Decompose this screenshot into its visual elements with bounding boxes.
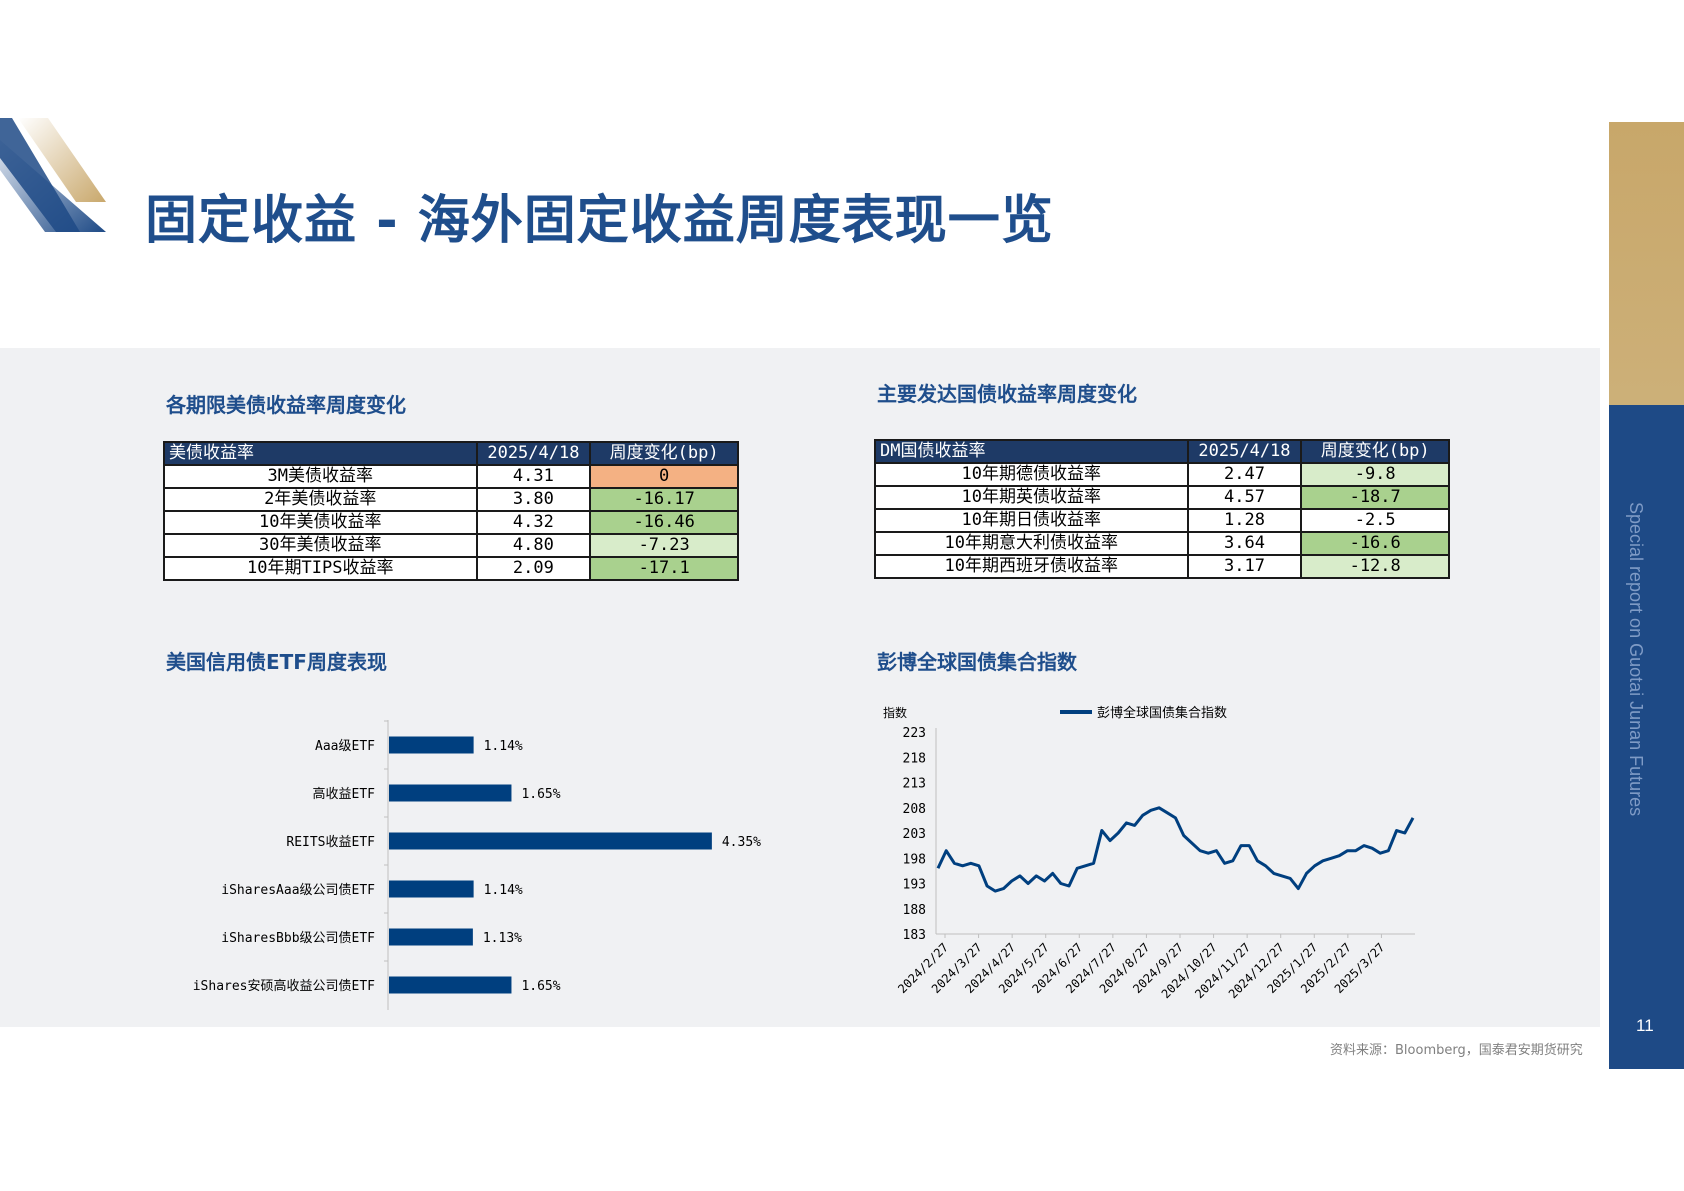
row-value: 3.17 — [1186, 554, 1303, 579]
table-row: 10年期西班牙债收益率 3.17 -12.8 — [874, 554, 1450, 579]
series-line — [936, 806, 1415, 893]
etf-bar-chart: Aaa级ETF 1.14% 高收益ETF 1.65% REITS收益ETF 4.35% iS… — [193, 720, 761, 1010]
row-name: 10年期日债收益率 — [874, 508, 1189, 533]
y-tick-label: 188 — [903, 903, 926, 918]
row-change: -16.6 — [1300, 531, 1450, 556]
row-name: 10年期TIPS收益率 — [163, 556, 478, 581]
category-label: 高收益ETF — [313, 786, 376, 802]
bar — [389, 784, 512, 802]
row-name: 10年期西班牙债收益率 — [874, 554, 1189, 579]
legend-label: 彭博全球国债集合指数 — [1097, 705, 1227, 721]
table-row: 10年期英债收益率 4.57 -18.7 — [874, 485, 1450, 510]
bloomberg-line-chart: 指数 彭博全球国债集合指数1831881931982032082132182232… — [883, 705, 1415, 1001]
y-tick-label: 183 — [903, 928, 926, 943]
bar — [389, 736, 474, 754]
row-name: 10年期意大利债收益率 — [874, 531, 1189, 556]
etf-section-title: 美国信用债ETF周度表现 — [166, 650, 387, 674]
table-row: 10年美债收益率 4.32 -16.46 — [163, 510, 739, 535]
side-blue-bar — [1609, 405, 1684, 1069]
column-header: 美债收益率 — [163, 441, 478, 466]
y-axis-title: 指数 — [883, 705, 907, 720]
data-label: 1.65% — [521, 979, 560, 994]
row-change: -16.46 — [589, 510, 739, 535]
row-change: -9.8 — [1300, 462, 1450, 487]
table-row: 10年期意大利债收益率 3.64 -16.6 — [874, 531, 1450, 556]
table-row: 3M美债收益率 4.31 0 — [163, 464, 739, 489]
column-header: 周度变化(bp) — [1300, 439, 1450, 464]
row-change: -16.17 — [589, 487, 739, 512]
table-header-row: 美债收益率 2025/4/18 周度变化(bp) — [163, 441, 739, 466]
row-name: 10年期英债收益率 — [874, 485, 1189, 510]
y-tick-label: 193 — [903, 878, 926, 893]
table-row: 10年期日债收益率 1.28 -2.5 — [874, 508, 1450, 533]
data-label: 1.14% — [484, 739, 523, 754]
category-label: REITS收益ETF — [286, 835, 375, 850]
row-change: -7.23 — [589, 533, 739, 558]
data-label: 4.35% — [722, 835, 761, 850]
page-title: 固定收益 - 海外固定收益周度表现一览 — [145, 191, 1054, 251]
row-change: -12.8 — [1300, 554, 1450, 579]
category-label: iShares安硕高收益公司债ETF — [193, 978, 375, 994]
bar — [389, 832, 712, 850]
y-tick-label: 223 — [903, 726, 926, 741]
row-change: -2.5 — [1300, 508, 1450, 533]
bar — [389, 928, 473, 946]
row-value: 3.80 — [475, 487, 592, 512]
y-tick-label: 208 — [903, 802, 926, 817]
row-name: 3M美债收益率 — [163, 464, 478, 489]
dm-bonds-title: 主要发达国债收益率周度变化 — [877, 382, 1137, 406]
page-number: 11 — [1636, 1016, 1654, 1035]
bar — [389, 976, 512, 994]
data-label: 1.65% — [521, 787, 560, 802]
category-label: iSharesBbb级公司债ETF — [221, 931, 375, 946]
row-change: -17.1 — [589, 556, 739, 581]
row-name: 10年期德债收益率 — [874, 462, 1189, 487]
row-value: 4.31 — [475, 464, 592, 489]
table-row: 10年期德债收益率 2.47 -9.8 — [874, 462, 1450, 487]
column-header: 2025/4/18 — [475, 441, 592, 466]
row-value: 4.57 — [1186, 485, 1303, 510]
category-label: iSharesAaa级公司债ETF — [221, 883, 375, 898]
bloomberg-section-title: 彭博全球国债集合指数 — [877, 650, 1077, 674]
row-change: 0 — [589, 464, 739, 489]
row-name: 10年美债收益率 — [163, 510, 478, 535]
row-name: 30年美债收益率 — [163, 533, 478, 558]
side-text: Special report on Guotai Junan Futures — [1626, 502, 1646, 817]
table-row: 10年期TIPS收益率 2.09 -17.1 — [163, 556, 739, 581]
bar — [389, 880, 474, 898]
side-gold-ribbon — [1609, 122, 1684, 435]
row-name: 2年美债收益率 — [163, 487, 478, 512]
dm-bonds-table: DM国债收益率 2025/4/18 周度变化(bp) 10年期德债收益率 2.4… — [874, 439, 1450, 579]
column-header: 2025/4/18 — [1186, 439, 1303, 464]
row-value: 4.32 — [475, 510, 592, 535]
row-change: -18.7 — [1300, 485, 1450, 510]
table-header-row: DM国债收益率 2025/4/18 周度变化(bp) — [874, 439, 1450, 464]
us-treasury-table: 美债收益率 2025/4/18 周度变化(bp) 3M美债收益率 4.31 0 … — [163, 441, 739, 581]
y-tick-label: 198 — [903, 852, 926, 867]
source-note: 资料来源：Bloomberg，国泰君安期货研究 — [1330, 1043, 1583, 1058]
y-tick-label: 203 — [903, 827, 926, 842]
row-value: 4.80 — [475, 533, 592, 558]
table-row: 2年美债收益率 3.80 -16.17 — [163, 487, 739, 512]
y-tick-label: 218 — [903, 751, 926, 766]
table-row: 30年美债收益率 4.80 -7.23 — [163, 533, 739, 558]
row-value: 1.28 — [1186, 508, 1303, 533]
data-label: 1.14% — [484, 883, 523, 898]
row-value: 2.09 — [475, 556, 592, 581]
data-label: 1.13% — [483, 931, 522, 946]
us-treasury-title: 各期限美债收益率周度变化 — [166, 393, 406, 417]
header-decoration — [0, 118, 106, 232]
column-header: DM国债收益率 — [874, 439, 1189, 464]
row-value: 2.47 — [1186, 462, 1303, 487]
y-tick-label: 213 — [903, 777, 926, 792]
row-value: 3.64 — [1186, 531, 1303, 556]
category-label: Aaa级ETF — [315, 739, 375, 754]
column-header: 周度变化(bp) — [589, 441, 739, 466]
